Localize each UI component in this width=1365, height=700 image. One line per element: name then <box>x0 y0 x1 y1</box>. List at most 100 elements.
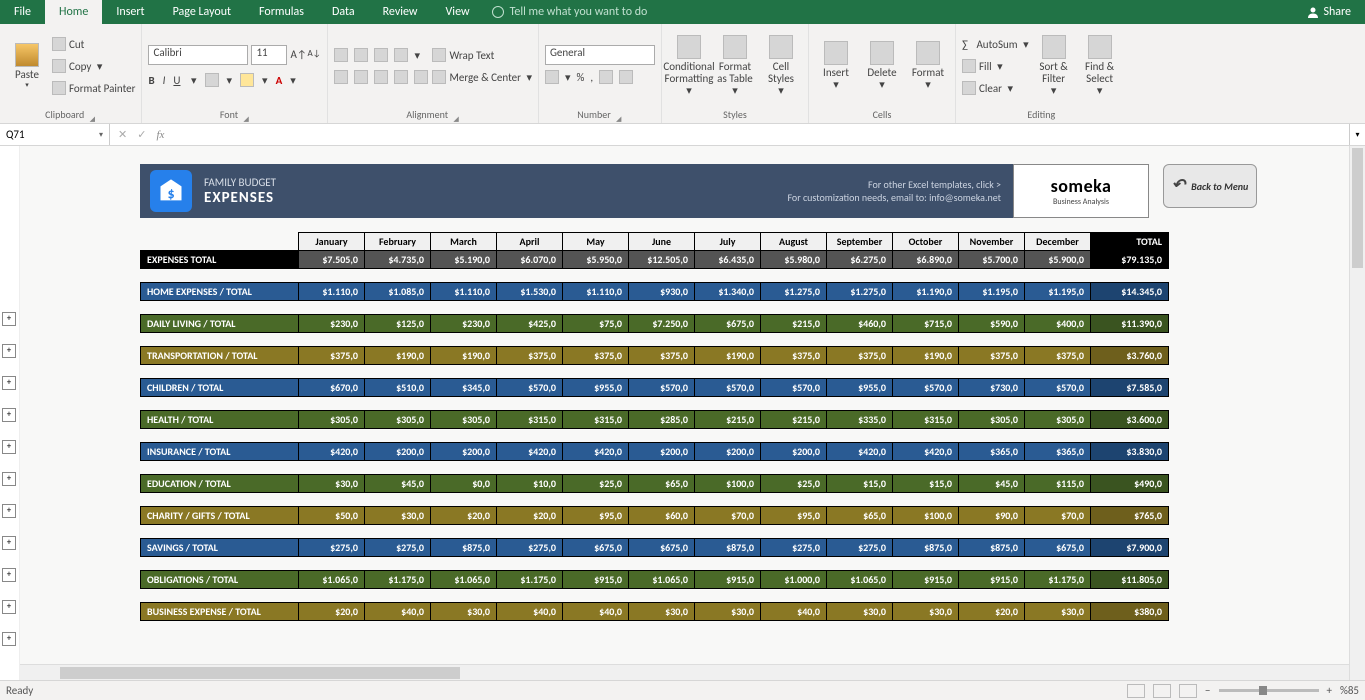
table-cell[interactable]: $460,0 <box>827 315 893 333</box>
table-cell[interactable]: $315,0 <box>893 411 959 429</box>
outline-expand-button[interactable]: + <box>2 472 16 486</box>
table-cell[interactable]: $45,0 <box>365 475 431 493</box>
outline-expand-button[interactable]: + <box>2 632 16 646</box>
percent-icon[interactable]: % <box>577 71 585 84</box>
table-cell[interactable]: $275,0 <box>827 539 893 557</box>
table-cell[interactable]: $11.805,0 <box>1091 571 1169 589</box>
horizontal-scrollbar[interactable] <box>20 664 1349 680</box>
table-cell[interactable]: $230,0 <box>431 315 497 333</box>
table-cell[interactable]: $375,0 <box>827 347 893 365</box>
table-cell[interactable]: BUSINESS EXPENSE / TOTAL <box>141 603 299 621</box>
table-cell[interactable]: $45,0 <box>959 475 1025 493</box>
table-cell[interactable]: $305,0 <box>365 411 431 429</box>
table-cell[interactable]: $20,0 <box>959 603 1025 621</box>
tab-page-layout[interactable]: Page Layout <box>159 0 245 24</box>
table-cell[interactable]: $915,0 <box>563 571 629 589</box>
table-cell[interactable]: INSURANCE / TOTAL <box>141 443 299 461</box>
table-cell[interactable]: $200,0 <box>629 443 695 461</box>
table-cell[interactable]: $30,0 <box>299 475 365 493</box>
table-cell[interactable]: $1.065,0 <box>299 571 365 589</box>
table-cell[interactable]: June <box>629 233 695 251</box>
table-cell[interactable]: $12.505,0 <box>629 251 695 269</box>
table-cell[interactable]: $1.175,0 <box>1025 571 1091 589</box>
border-button[interactable] <box>205 73 219 87</box>
outline-expand-button[interactable]: + <box>2 600 16 614</box>
table-cell[interactable]: $675,0 <box>629 539 695 557</box>
outline-expand-button[interactable]: + <box>2 536 16 550</box>
copy-button[interactable]: Copy ▾ <box>52 56 135 76</box>
table-cell[interactable]: $305,0 <box>299 411 365 429</box>
table-cell[interactable]: $10,0 <box>497 475 563 493</box>
zoom-level[interactable]: %85 <box>1340 684 1359 697</box>
table-cell[interactable]: $40,0 <box>497 603 563 621</box>
outline-expand-button[interactable]: + <box>2 344 16 358</box>
page-break-view-button[interactable] <box>1179 684 1197 698</box>
table-cell[interactable]: $230,0 <box>299 315 365 333</box>
table-cell[interactable]: $115,0 <box>1025 475 1091 493</box>
name-box[interactable]: Q71▾ <box>0 124 110 145</box>
outline-expand-button[interactable]: + <box>2 312 16 326</box>
table-cell[interactable]: $275,0 <box>299 539 365 557</box>
table-cell[interactable]: $490,0 <box>1091 475 1169 493</box>
table-cell[interactable]: $95,0 <box>563 507 629 525</box>
align-top-icon[interactable] <box>334 48 348 62</box>
table-cell[interactable]: $0,0 <box>431 475 497 493</box>
outline-expand-button[interactable]: + <box>2 568 16 582</box>
table-cell[interactable]: $30,0 <box>629 603 695 621</box>
wrap-text-button[interactable]: Wrap Text <box>432 45 532 65</box>
table-cell[interactable]: $875,0 <box>695 539 761 557</box>
delete-button[interactable]: Delete▾ <box>861 26 903 106</box>
table-cell[interactable]: $1.085,0 <box>365 283 431 301</box>
merge-center-button[interactable]: Merge & Center ▾ <box>432 67 532 87</box>
table-cell[interactable]: $15,0 <box>893 475 959 493</box>
table-cell[interactable]: $315,0 <box>497 411 563 429</box>
italic-button[interactable]: I <box>163 74 166 87</box>
table-cell[interactable]: $1.065,0 <box>629 571 695 589</box>
decrease-font-icon[interactable]: A↓ <box>307 48 321 62</box>
orientation-icon[interactable] <box>394 48 408 62</box>
table-cell[interactable]: $70,0 <box>1025 507 1091 525</box>
conditional-formatting-button[interactable]: Conditional Formatting▾ <box>668 26 710 106</box>
table-cell[interactable]: EXPENSES TOTAL <box>141 251 299 269</box>
table-cell[interactable]: $375,0 <box>959 347 1025 365</box>
table-cell[interactable]: $1.110,0 <box>299 283 365 301</box>
table-cell[interactable]: $215,0 <box>761 411 827 429</box>
bold-button[interactable]: B <box>148 74 154 87</box>
table-cell[interactable]: $215,0 <box>761 315 827 333</box>
table-cell[interactable]: $570,0 <box>893 379 959 397</box>
table-cell[interactable]: $215,0 <box>695 411 761 429</box>
table-cell[interactable]: $715,0 <box>893 315 959 333</box>
back-to-menu-button[interactable]: ↶ Back to Menu <box>1163 164 1257 208</box>
cut-button[interactable]: Cut <box>52 34 135 54</box>
font-size-select[interactable]: 11 <box>251 45 287 65</box>
tab-view[interactable]: View <box>432 0 484 24</box>
table-cell[interactable]: $1.195,0 <box>959 283 1025 301</box>
table-cell[interactable]: $1.175,0 <box>365 571 431 589</box>
table-cell[interactable]: $200,0 <box>365 443 431 461</box>
table-cell[interactable]: February <box>365 233 431 251</box>
table-cell[interactable]: $1.530,0 <box>497 283 563 301</box>
table-cell[interactable]: $315,0 <box>563 411 629 429</box>
align-middle-icon[interactable] <box>354 48 368 62</box>
accept-formula-icon[interactable]: ✓ <box>137 128 146 141</box>
table-cell[interactable]: $6.275,0 <box>827 251 893 269</box>
table-cell[interactable]: $570,0 <box>695 379 761 397</box>
table-cell[interactable]: $3.760,0 <box>1091 347 1169 365</box>
clear-button[interactable]: Clear ▾ <box>962 78 1029 98</box>
table-cell[interactable]: $375,0 <box>563 347 629 365</box>
table-cell[interactable]: $670,0 <box>299 379 365 397</box>
table-cell[interactable]: $100,0 <box>695 475 761 493</box>
someka-logo[interactable]: someka Business Analysis <box>1013 164 1149 218</box>
table-cell[interactable]: $60,0 <box>629 507 695 525</box>
table-cell[interactable]: $675,0 <box>563 539 629 557</box>
table-cell[interactable]: $1.110,0 <box>563 283 629 301</box>
table-cell[interactable]: $305,0 <box>1025 411 1091 429</box>
table-cell[interactable]: October <box>893 233 959 251</box>
table-cell[interactable]: $380,0 <box>1091 603 1169 621</box>
table-cell[interactable]: OBLIGATIONS / TOTAL <box>141 571 299 589</box>
table-cell[interactable]: $90,0 <box>959 507 1025 525</box>
table-cell[interactable]: $1.340,0 <box>695 283 761 301</box>
decrease-indent-icon[interactable] <box>394 70 408 84</box>
table-cell[interactable]: EDUCATION / TOTAL <box>141 475 299 493</box>
table-cell[interactable]: $30,0 <box>365 507 431 525</box>
